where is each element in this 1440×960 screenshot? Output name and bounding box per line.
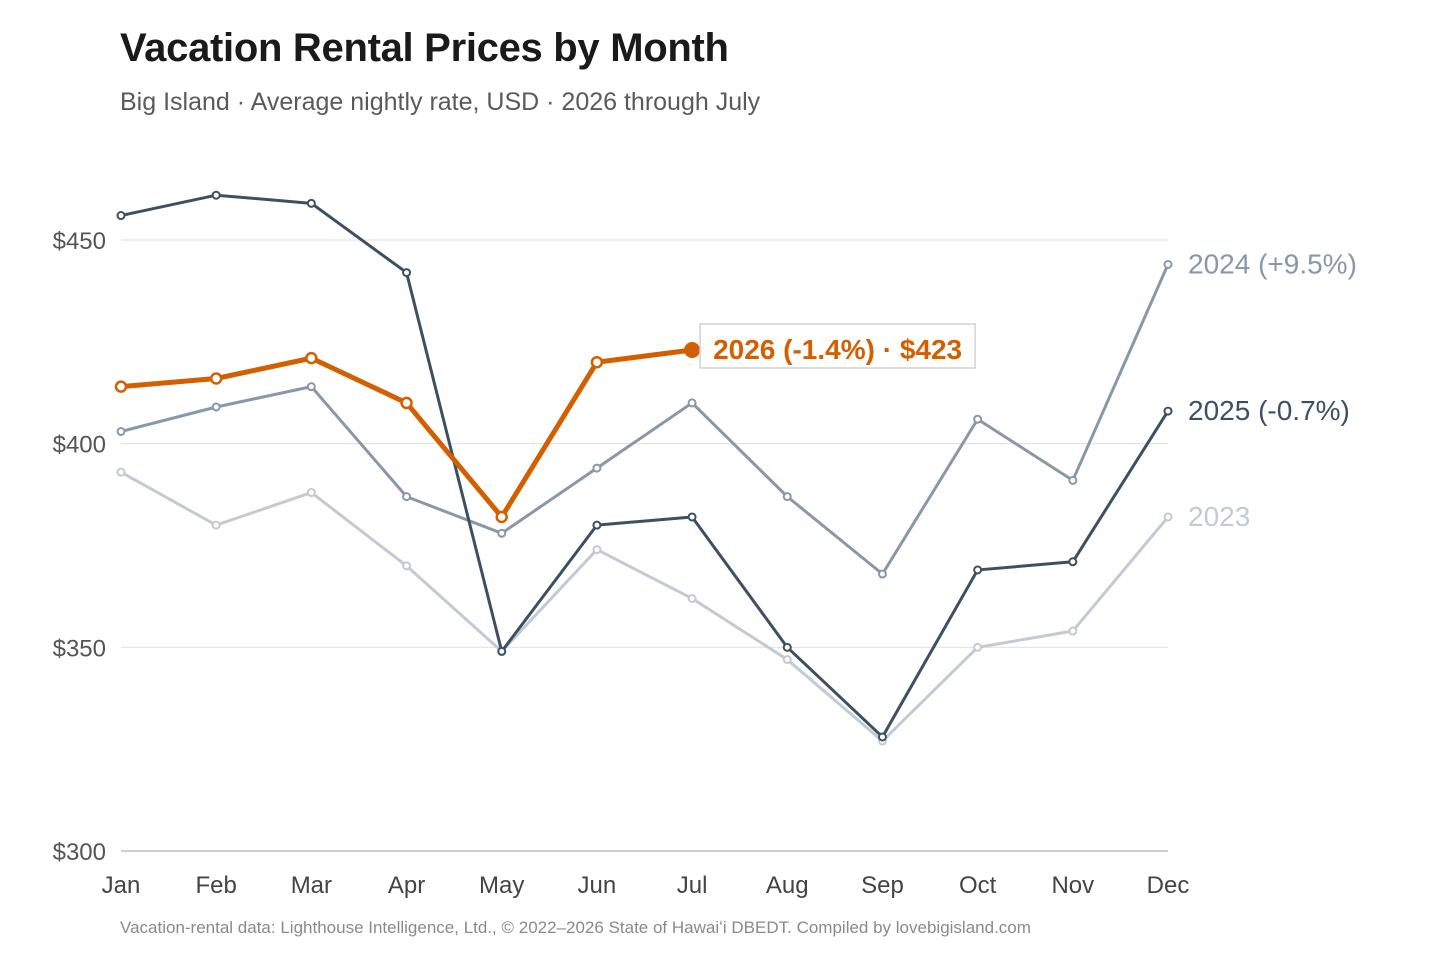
x-tick-label: May — [479, 872, 524, 899]
data-point — [211, 190, 221, 200]
x-tick-label: Feb — [196, 872, 237, 899]
x-tick-label: Apr — [388, 872, 425, 899]
series-2026 — [114, 341, 701, 524]
x-tick-label: Mar — [291, 872, 332, 899]
data-point — [687, 398, 697, 408]
y-tick-label: $450 — [53, 228, 106, 255]
data-point — [305, 351, 318, 365]
data-point — [687, 593, 697, 603]
data-point — [116, 426, 126, 436]
data-point — [306, 382, 316, 392]
data-point — [592, 463, 602, 473]
data-point — [116, 467, 126, 477]
series-end-label-box — [699, 323, 976, 369]
data-point — [877, 732, 887, 742]
data-point — [495, 510, 508, 524]
data-point — [497, 646, 507, 656]
data-point — [209, 372, 223, 385]
x-tick-label: Oct — [959, 872, 997, 899]
series-line-2024 — [119, 262, 1170, 576]
x-tick-label: Jun — [578, 872, 617, 899]
data-point — [590, 355, 604, 369]
data-point — [782, 655, 792, 665]
data-point — [687, 512, 697, 522]
chart-title: Vacation Rental Prices by Month — [120, 26, 729, 70]
chart-subtitle: Big Island · Average nightly rate, USD ·… — [120, 88, 761, 116]
series-2025 — [116, 190, 1173, 742]
data-point — [592, 520, 602, 530]
data-point — [973, 565, 983, 575]
axes: $300 $350 $400 $450 Jan Feb Mar Apr May Jun Jul Aug… — [53, 228, 1190, 899]
data-point — [782, 492, 792, 502]
data-point — [400, 396, 413, 410]
data-point — [114, 380, 128, 393]
data-point — [306, 198, 316, 208]
y-tick-label: $350 — [53, 635, 106, 662]
series-2024 — [116, 259, 1173, 579]
x-tick-label: Nov — [1051, 872, 1094, 899]
x-tick-label: Jul — [677, 872, 708, 899]
series-line-2025 — [119, 193, 1170, 739]
series-end-label: 2023 — [1188, 501, 1250, 532]
series-end-labels: 2023 2024 (+9.5%) 2025 (-0.7%) 2026 (-1.4%)… — [699, 248, 1357, 532]
x-tick-label: Jan — [102, 872, 141, 899]
data-point — [306, 488, 316, 498]
data-point — [1163, 512, 1173, 522]
data-point — [877, 569, 887, 579]
data-point — [973, 414, 983, 424]
source-note: Vacation-rental data: Lighthouse Intelli… — [120, 918, 1031, 937]
data-point — [1068, 626, 1078, 636]
data-point — [211, 520, 221, 530]
series-end-label: 2024 (+9.5%) — [1188, 248, 1357, 279]
data-point — [402, 561, 412, 571]
x-tick-label: Dec — [1147, 872, 1190, 899]
series-end-label: 2026 (-1.4%) · $423 — [713, 334, 962, 365]
x-tick-label: Aug — [766, 872, 809, 899]
data-point — [402, 268, 412, 278]
data-point — [1068, 557, 1078, 567]
gridlines — [121, 239, 1168, 648]
series-lines — [114, 190, 1173, 746]
data-point — [1163, 406, 1173, 416]
series-line-2023 — [119, 470, 1170, 743]
y-tick-label: $400 — [53, 432, 106, 459]
data-point — [782, 642, 792, 652]
data-point — [116, 211, 126, 221]
series-line-2026 — [118, 347, 695, 520]
data-point-endpoint — [684, 341, 701, 358]
data-point — [1163, 259, 1173, 269]
data-point — [973, 642, 983, 652]
data-point — [592, 545, 602, 555]
x-tick-label: Sep — [861, 872, 904, 899]
data-point — [497, 528, 507, 538]
data-point — [402, 492, 412, 502]
data-point — [1068, 475, 1078, 485]
data-point — [211, 402, 221, 412]
series-2023 — [116, 467, 1173, 746]
y-tick-label: $300 — [53, 839, 106, 866]
series-end-label: 2025 (-0.7%) — [1188, 395, 1350, 426]
